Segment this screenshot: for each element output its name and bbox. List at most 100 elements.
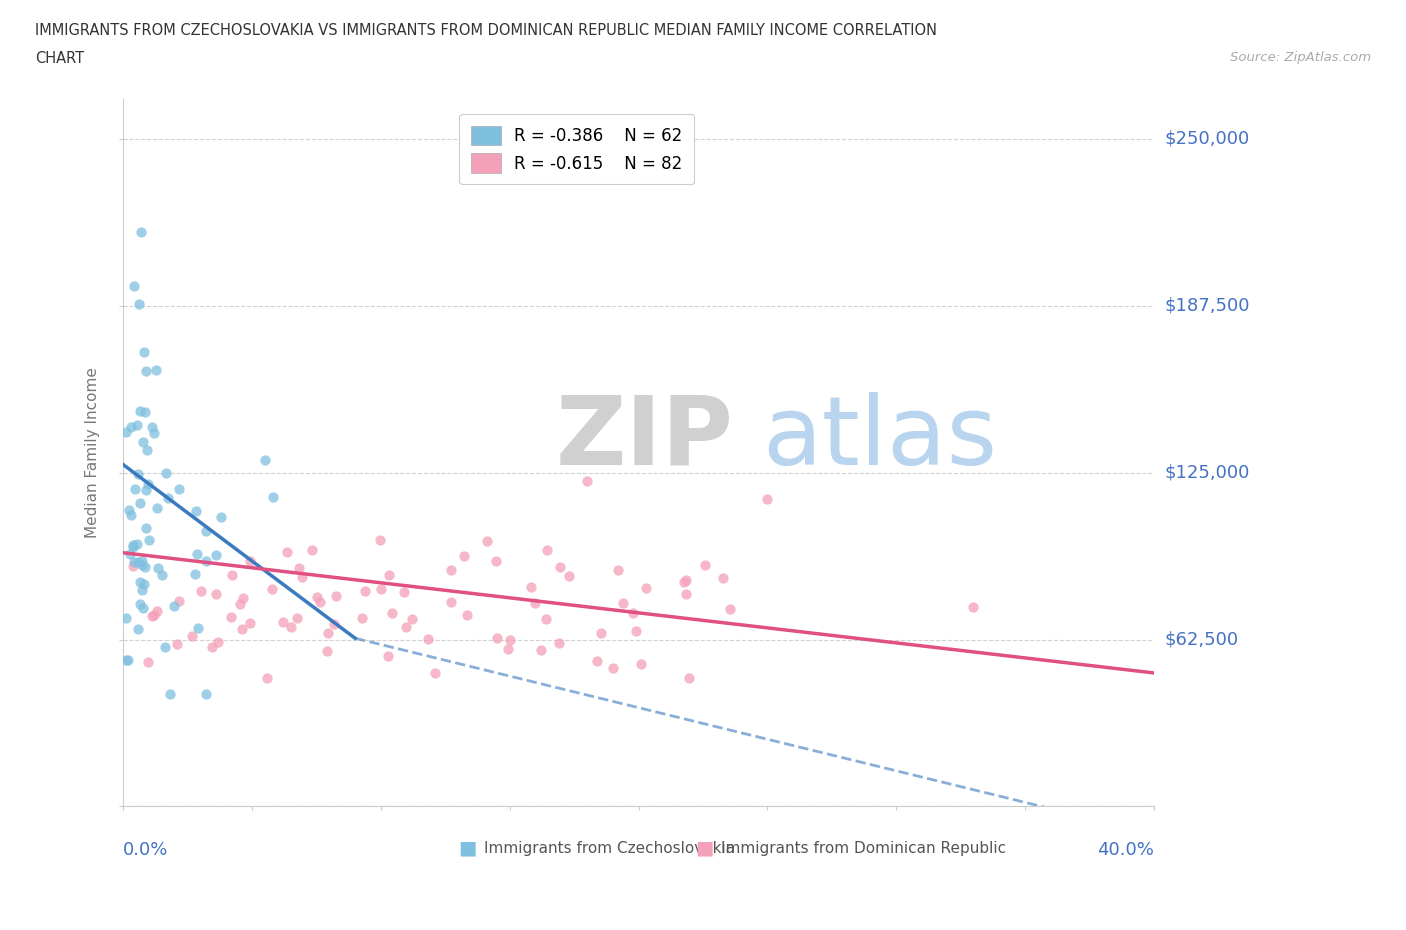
- Point: [626, 624, 648, 639]
- Point: [287, 561, 309, 576]
- Point: [423, 665, 446, 680]
- Text: IMMIGRANTS FROM CZECHOSLOVAKIA VS IMMIGRANTS FROM DOMINICAN REPUBLIC MEDIAN FAMI: IMMIGRANTS FROM CZECHOSLOVAKIA VS IMMIGR…: [35, 23, 938, 38]
- Point: [496, 642, 519, 657]
- Point: [124, 482, 146, 497]
- Text: Source: ZipAtlas.com: Source: ZipAtlas.com: [1230, 51, 1371, 64]
- Point: [548, 635, 571, 650]
- Point: [186, 504, 208, 519]
- Point: [153, 640, 176, 655]
- Point: [280, 619, 302, 634]
- Point: [122, 554, 145, 569]
- Point: [273, 615, 295, 630]
- Point: [440, 563, 463, 578]
- Point: [132, 601, 155, 616]
- Point: [416, 632, 439, 647]
- Point: [675, 573, 697, 588]
- Point: [756, 492, 779, 507]
- Point: [630, 657, 652, 671]
- Point: [718, 601, 741, 616]
- Point: [370, 581, 392, 596]
- Point: [232, 591, 254, 605]
- Point: [132, 345, 155, 360]
- Point: [134, 560, 156, 575]
- Point: [194, 687, 217, 702]
- Point: [145, 604, 167, 618]
- Point: [634, 580, 657, 595]
- Point: [229, 596, 252, 611]
- Point: [180, 629, 202, 644]
- Point: [122, 539, 145, 554]
- Point: [485, 631, 508, 645]
- Point: [499, 632, 522, 647]
- Text: $62,500: $62,500: [1166, 631, 1239, 648]
- Point: [129, 496, 152, 511]
- Point: [129, 225, 152, 240]
- Point: [207, 635, 229, 650]
- Text: atlas: atlas: [762, 392, 997, 485]
- Point: [209, 510, 232, 525]
- Point: [239, 553, 262, 568]
- Point: [606, 563, 628, 578]
- Point: [672, 575, 695, 590]
- Point: [377, 649, 399, 664]
- Point: [695, 557, 717, 572]
- Point: [169, 593, 191, 608]
- Point: [485, 553, 508, 568]
- Point: [120, 420, 142, 435]
- Point: [136, 477, 159, 492]
- Point: [675, 587, 697, 602]
- Legend: R = -0.386    N = 62, R = -0.615    N = 82: R = -0.386 N = 62, R = -0.615 N = 82: [460, 114, 695, 184]
- Point: [127, 467, 149, 482]
- Point: [184, 566, 207, 581]
- Point: [381, 605, 404, 620]
- Text: $187,500: $187,500: [1166, 297, 1250, 314]
- Point: [453, 549, 475, 564]
- Point: [323, 616, 346, 631]
- Point: [256, 671, 278, 685]
- Point: [141, 419, 163, 434]
- Point: [253, 453, 276, 468]
- Text: ZIP: ZIP: [555, 392, 734, 485]
- Point: [148, 561, 170, 576]
- Point: [125, 536, 148, 551]
- Point: [325, 589, 347, 604]
- Point: [678, 671, 700, 685]
- Point: [132, 576, 155, 591]
- Point: [136, 655, 159, 670]
- Point: [221, 568, 243, 583]
- Point: [262, 489, 284, 504]
- Point: [591, 626, 613, 641]
- Point: [122, 559, 145, 574]
- Point: [145, 363, 167, 378]
- Point: [534, 611, 557, 626]
- Point: [194, 524, 217, 538]
- Point: [135, 483, 157, 498]
- Point: [315, 644, 337, 658]
- Point: [519, 580, 541, 595]
- Point: [155, 465, 177, 480]
- Point: [456, 608, 478, 623]
- Point: [131, 553, 153, 568]
- Point: [350, 611, 373, 626]
- Point: [122, 538, 145, 552]
- Point: [120, 547, 142, 562]
- Point: [186, 546, 208, 561]
- Point: [159, 687, 181, 702]
- Point: [205, 548, 228, 563]
- Point: [586, 654, 609, 669]
- Point: [440, 594, 463, 609]
- Point: [378, 567, 401, 582]
- Point: [401, 612, 423, 627]
- Point: [548, 560, 571, 575]
- Text: ■: ■: [695, 839, 713, 857]
- Point: [127, 418, 149, 432]
- Point: [157, 491, 180, 506]
- Point: [131, 558, 153, 573]
- Point: [134, 405, 156, 419]
- Text: Immigrants from Dominican Republic: Immigrants from Dominican Republic: [721, 841, 1007, 856]
- Point: [129, 575, 152, 590]
- Point: [575, 473, 598, 488]
- Point: [194, 553, 217, 568]
- Point: [127, 621, 149, 636]
- Point: [204, 587, 226, 602]
